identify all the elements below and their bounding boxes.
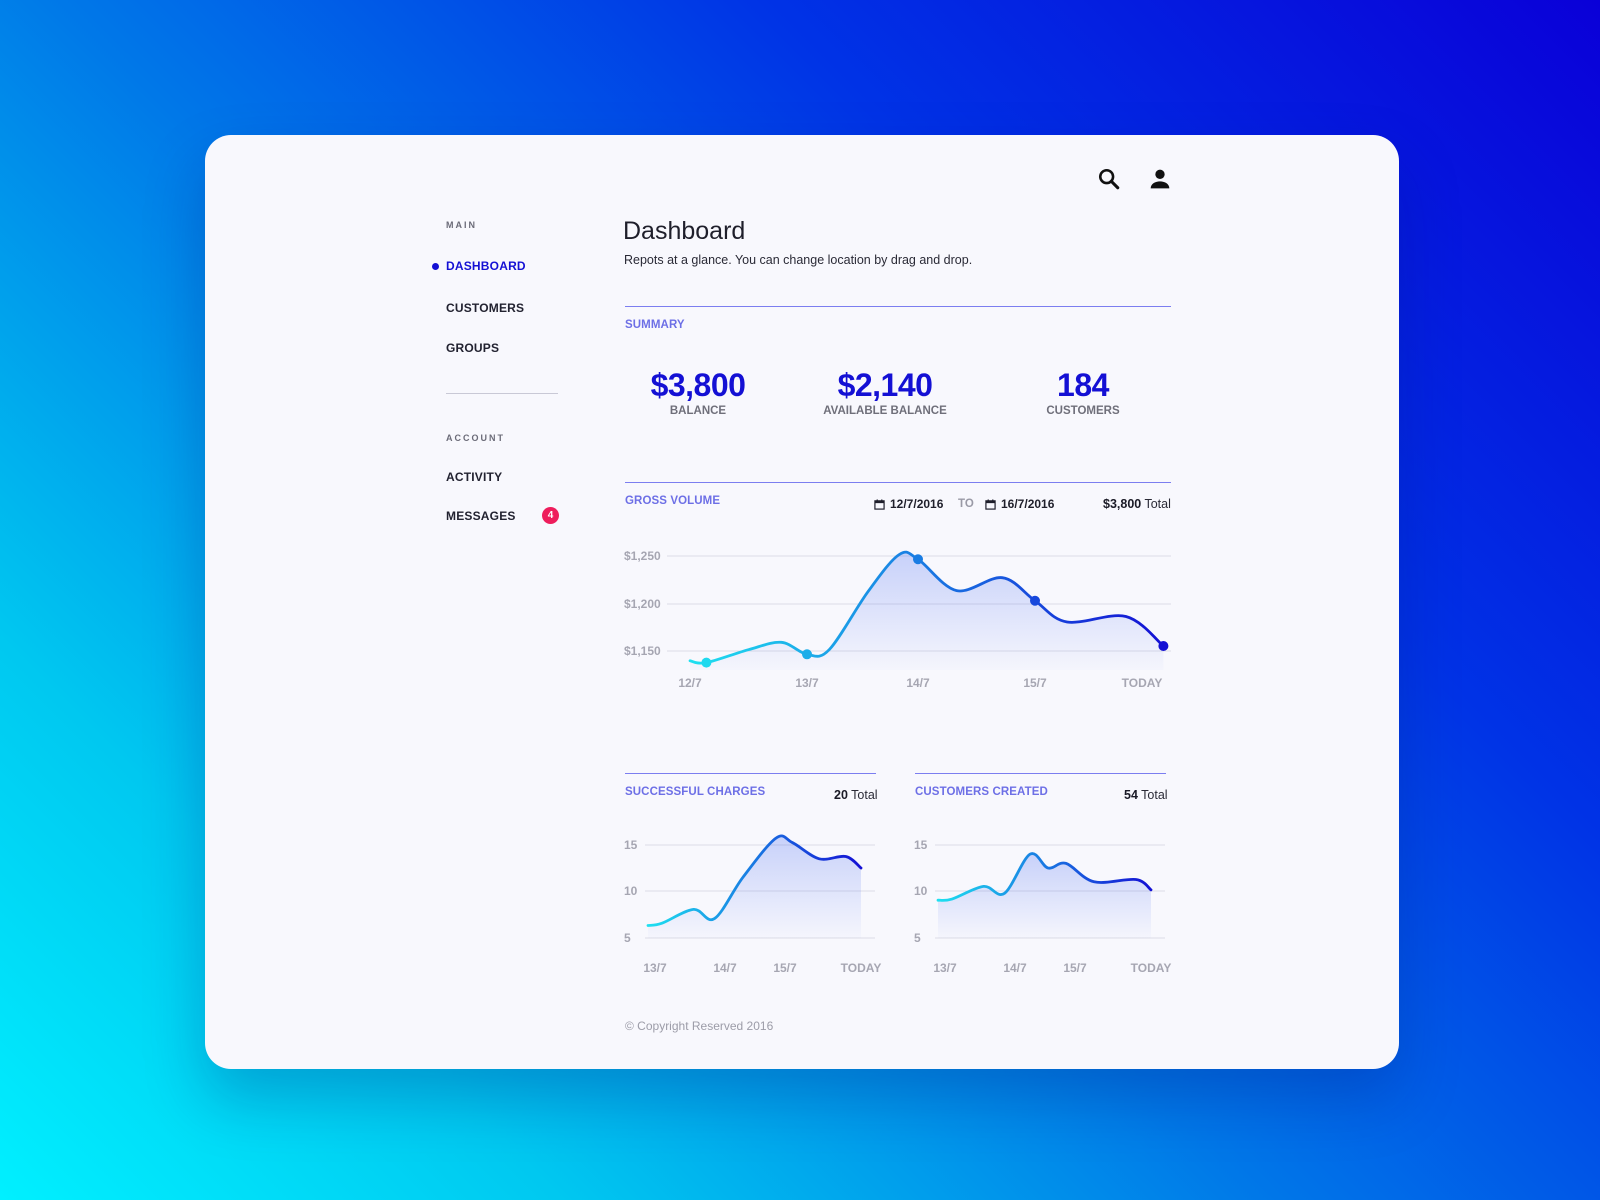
- customers-created-label: CUSTOMERS CREATED: [915, 786, 1048, 798]
- y-tick-label: $1,200: [624, 597, 661, 611]
- data-point-marker[interactable]: [1158, 641, 1169, 651]
- x-tick-label: 15/7: [1023, 676, 1047, 690]
- user-icon[interactable]: [1146, 165, 1174, 193]
- successful-charges-rule: [625, 773, 876, 774]
- x-tick-label: 13/7: [795, 676, 819, 690]
- x-tick-label: 14/7: [713, 961, 737, 975]
- x-tick-label: 12/7: [678, 676, 702, 690]
- data-point-marker[interactable]: [802, 649, 812, 660]
- y-tick-label: 15: [914, 838, 928, 852]
- stat-customers: 184 CUSTOMERS: [1003, 367, 1163, 417]
- messages-count-badge: 4: [542, 507, 559, 524]
- data-point-marker[interactable]: [913, 554, 923, 565]
- stat-customers-value: 184: [1057, 367, 1109, 403]
- successful-charges-label: SUCCESSFUL CHARGES: [625, 786, 766, 798]
- x-tick-label: 15/7: [1063, 961, 1087, 975]
- x-tick-label: TODAY: [841, 961, 882, 975]
- x-tick-label: TODAY: [1131, 961, 1172, 975]
- y-tick-label: $1,250: [624, 549, 661, 563]
- gross-volume-total-label: Total: [1144, 497, 1171, 511]
- customers-created-rule: [915, 773, 1166, 774]
- stat-balance: $3,800 BALANCE: [618, 367, 778, 417]
- date-from-picker[interactable]: 12/7/2016: [874, 497, 943, 511]
- customers-created-total-value: 54: [1124, 788, 1138, 802]
- stat-customers-label: CUSTOMERS: [1046, 405, 1120, 417]
- x-tick-label: 15/7: [773, 961, 797, 975]
- x-tick-label: 13/7: [933, 961, 957, 975]
- series-line: [936, 852, 1153, 902]
- summary-label: SUMMARY: [625, 319, 685, 331]
- summary-rule: [625, 306, 1171, 307]
- dashboard-card: MAIN DASHBOARD CUSTOMERS GROUPS ACCOUNT …: [205, 135, 1399, 1069]
- series-line: [646, 834, 863, 927]
- y-tick-label: 5: [914, 931, 921, 945]
- gross-volume-rule: [625, 482, 1171, 483]
- x-tick-label: TODAY: [1122, 676, 1163, 690]
- stat-available-balance-value: $2,140: [837, 367, 933, 403]
- calendar-icon: [985, 498, 996, 510]
- customers-created-chart: 15 10 5 13/7 14/7 15/7 TODAY: [914, 838, 1172, 975]
- nav-section-account: ACCOUNT: [446, 433, 505, 443]
- sidebar-item-groups[interactable]: GROUPS: [446, 341, 500, 355]
- series-line: [688, 550, 1165, 665]
- data-point-marker[interactable]: [1030, 595, 1040, 606]
- page-title: Dashboard: [623, 217, 746, 245]
- successful-charges-total-value: 20: [834, 788, 848, 802]
- gross-volume-chart: $1,250 $1,200 $1,150 12/7 13/7 14/7 15/7 TODAY: [624, 549, 1171, 690]
- x-tick-label: 14/7: [1003, 961, 1027, 975]
- date-from-value: 12/7/2016: [890, 497, 944, 511]
- gross-volume-total: $3,800 Total: [1103, 497, 1171, 511]
- customers-created-total: 54 Total: [1124, 788, 1168, 802]
- data-point-marker[interactable]: [701, 657, 712, 668]
- y-tick-label: $1,150: [624, 644, 661, 658]
- y-tick-label: 5: [624, 931, 631, 945]
- stat-balance-label: BALANCE: [669, 405, 727, 417]
- search-icon[interactable]: [1095, 165, 1123, 193]
- successful-charges-total: 20 Total: [834, 788, 878, 802]
- successful-charges-chart: 15 10 5 13/7 14/7 15/7 TODAY: [624, 834, 882, 975]
- series-area: [690, 552, 1164, 670]
- sidebar-divider: [446, 393, 558, 394]
- stat-available-balance: $2,140 AVAILABLE BALANCE: [805, 367, 965, 417]
- gross-volume-total-value: $3,800: [1103, 497, 1142, 511]
- sidebar-item-dashboard[interactable]: DASHBOARD: [446, 259, 526, 273]
- x-tick-label: 13/7: [643, 961, 667, 975]
- page-subtitle: Repots at a glance. You can change locat…: [624, 253, 973, 267]
- y-tick-label: 10: [914, 884, 928, 898]
- stat-balance-value: $3,800: [650, 367, 746, 403]
- y-tick-label: 15: [624, 838, 638, 852]
- calendar-icon: [874, 498, 885, 510]
- customers-created-total-label: Total: [1141, 788, 1168, 802]
- sidebar-item-messages[interactable]: MESSAGES: [446, 509, 516, 523]
- date-to-value: 16/7/2016: [1001, 497, 1055, 511]
- active-indicator-dot: [432, 263, 439, 270]
- x-tick-label: 14/7: [906, 676, 930, 690]
- sidebar-item-customers[interactable]: CUSTOMERS: [446, 301, 525, 315]
- sidebar-item-activity[interactable]: ACTIVITY: [446, 470, 503, 484]
- date-range-to-label: TO: [958, 498, 974, 510]
- stat-available-balance-label: AVAILABLE BALANCE: [823, 405, 947, 417]
- copyright-footer: © Copyright Reserved 2016: [625, 1019, 774, 1033]
- nav-section-main: MAIN: [446, 220, 477, 230]
- series-area: [648, 835, 861, 938]
- y-tick-label: 10: [624, 884, 638, 898]
- date-to-picker[interactable]: 16/7/2016: [985, 497, 1054, 511]
- gross-volume-label: GROSS VOLUME: [625, 495, 721, 507]
- series-area: [938, 853, 1151, 938]
- successful-charges-total-label: Total: [851, 788, 878, 802]
